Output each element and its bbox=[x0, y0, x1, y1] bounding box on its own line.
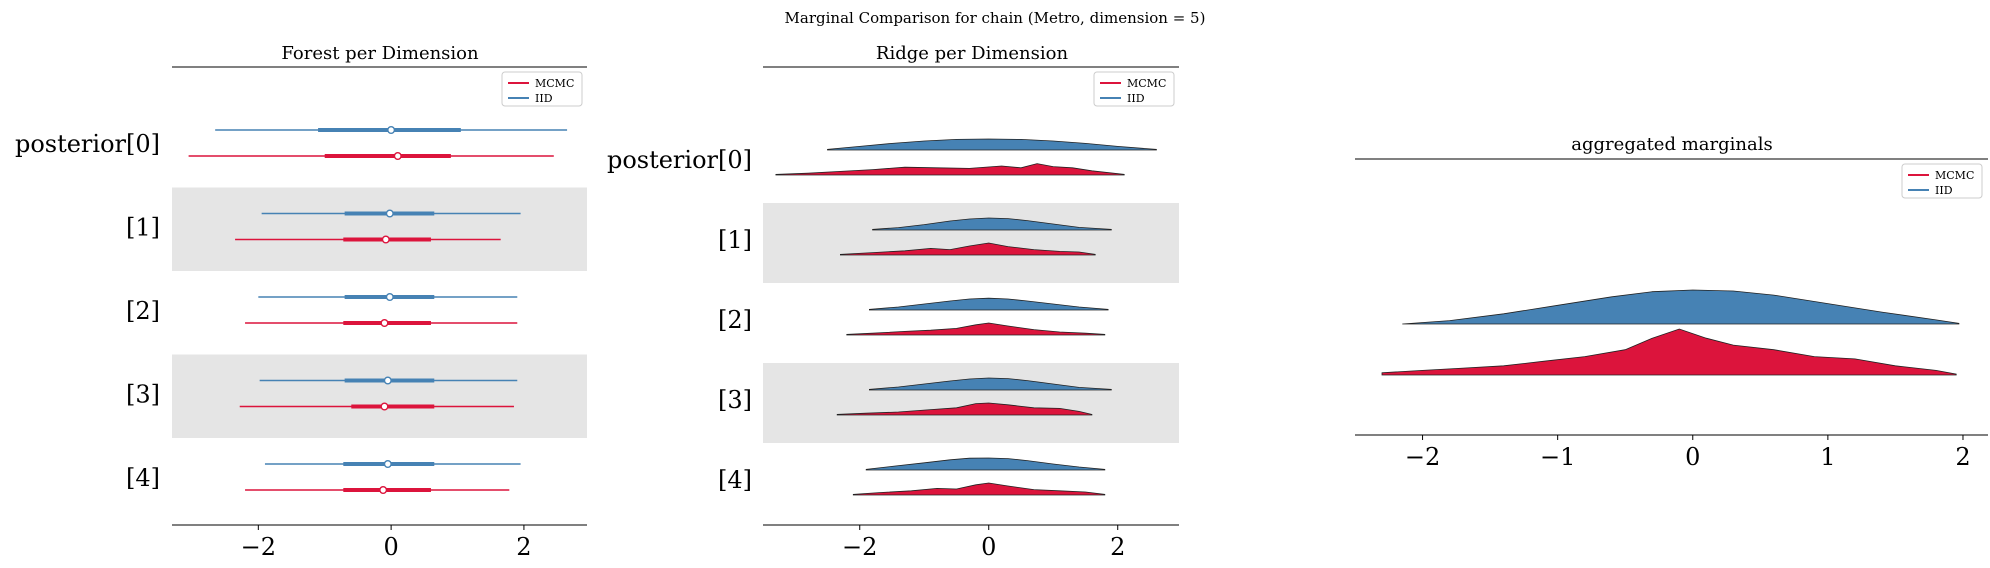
ridge-row-label: [1] bbox=[718, 226, 752, 254]
forest-median-point bbox=[387, 125, 396, 134]
forest-median-point bbox=[383, 460, 392, 469]
forest-row-band bbox=[172, 187, 587, 271]
ridge-row-label: [2] bbox=[718, 306, 752, 334]
ridge-x-tick-label: −2 bbox=[842, 533, 877, 561]
aggregated-title: aggregated marginals bbox=[1571, 134, 1772, 155]
ridge-legend-label: IID bbox=[1127, 92, 1145, 105]
forest-median-point bbox=[383, 376, 392, 385]
forest-row-label: [4] bbox=[126, 464, 160, 492]
aggregated-legend-label: MCMC bbox=[1935, 169, 1974, 182]
ridge-mcmc-density bbox=[836, 402, 1093, 416]
forest-x-tick-label: 0 bbox=[383, 533, 398, 561]
ridge-mcmc-density bbox=[775, 163, 1125, 176]
aggregated-x-tick-label: 1 bbox=[1820, 443, 1835, 471]
ridge-title: Ridge per Dimension bbox=[876, 43, 1069, 64]
forest-row-label: posterior[0] bbox=[15, 130, 160, 158]
aggregated-x-tick-label: −2 bbox=[1405, 443, 1440, 471]
ridge-row-band bbox=[763, 203, 1179, 283]
forest-median-point bbox=[380, 319, 389, 328]
ridge-row-band bbox=[763, 363, 1179, 443]
ridge-row-label: [4] bbox=[718, 466, 752, 494]
forest-median-point bbox=[385, 293, 394, 302]
forest-x-tick-label: 2 bbox=[516, 533, 531, 561]
forest-legend-label: MCMC bbox=[535, 77, 574, 90]
forest-median-point bbox=[385, 209, 394, 218]
forest-row-band bbox=[172, 354, 587, 438]
forest-x-tick-label: −2 bbox=[241, 533, 276, 561]
aggregated-marginals-plot: aggregated marginals MCMC IID −2 −1 0 1 2 bbox=[1355, 134, 1988, 471]
ridge-plot: Ridge per Dimension posterior[0] [1] [2] [3… bbox=[607, 43, 1179, 561]
aggregated-iid-density bbox=[1402, 289, 1960, 325]
ridge-mcmc-density bbox=[852, 482, 1106, 496]
ridge-x-tick-label: 2 bbox=[1110, 533, 1125, 561]
forest-legend-label: IID bbox=[535, 92, 553, 105]
ridge-iid-density bbox=[872, 217, 1112, 231]
forest-median-point bbox=[379, 486, 388, 495]
ridge-iid-density bbox=[869, 297, 1109, 311]
forest-row-label: [2] bbox=[126, 297, 160, 325]
forest-title: Forest per Dimension bbox=[281, 43, 479, 64]
forest-median-point bbox=[393, 151, 402, 160]
forest-median-point bbox=[380, 402, 389, 411]
forest-median-point bbox=[381, 235, 390, 244]
ridge-mcmc-density bbox=[846, 322, 1106, 336]
forest-row-label: [1] bbox=[126, 214, 160, 242]
ridge-row-label: [3] bbox=[718, 386, 752, 414]
aggregated-x-tick-label: 0 bbox=[1685, 443, 1700, 471]
aggregated-mcmc-density bbox=[1381, 328, 1957, 376]
ridge-legend-label: MCMC bbox=[1127, 77, 1166, 90]
aggregated-legend-label: IID bbox=[1935, 184, 1953, 197]
aggregated-x-tick-label: −1 bbox=[1540, 443, 1575, 471]
ridge-iid-density bbox=[827, 138, 1157, 151]
forest-plot: Forest per Dimension posterior[0] [1] [2] [… bbox=[15, 43, 587, 561]
ridge-x-tick-label: 0 bbox=[981, 533, 996, 561]
forest-row-label: [3] bbox=[126, 381, 160, 409]
ridge-iid-density bbox=[865, 457, 1106, 471]
aggregated-x-tick-label: 2 bbox=[1955, 443, 1970, 471]
ridge-iid-density bbox=[869, 377, 1112, 391]
ridge-mcmc-density bbox=[840, 242, 1096, 256]
figure-suptitle: Marginal Comparison for chain (Metro, di… bbox=[785, 9, 1206, 27]
ridge-row-label: posterior[0] bbox=[607, 146, 752, 174]
